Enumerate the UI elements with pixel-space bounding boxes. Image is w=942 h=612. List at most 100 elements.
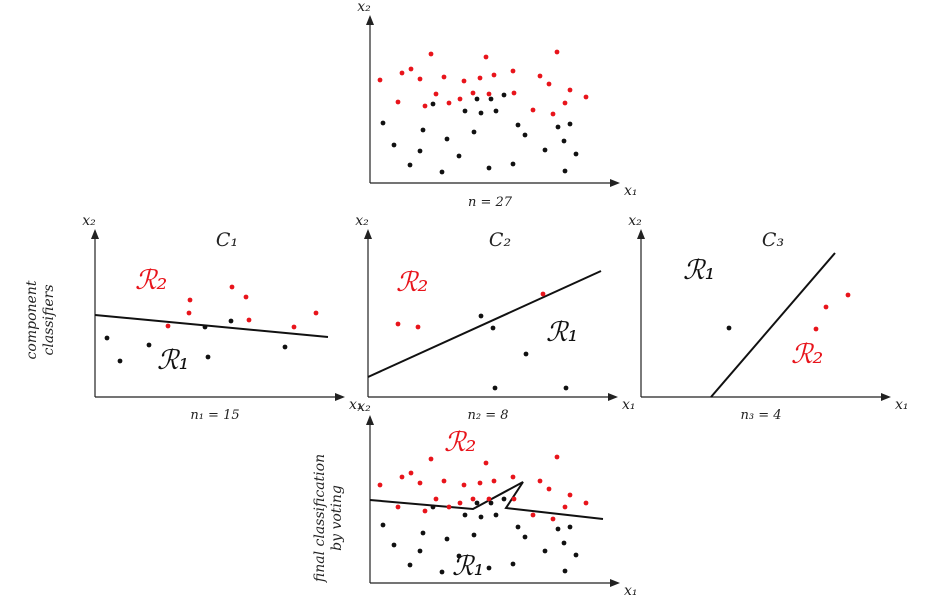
- side-label-component-line1: component: [24, 280, 40, 359]
- black-point: [417, 548, 423, 554]
- black-point: [228, 318, 234, 324]
- panel-title: C₁: [216, 229, 238, 251]
- black-point: [561, 138, 567, 144]
- black-point: [444, 136, 450, 142]
- red-point: [486, 496, 492, 502]
- red-point: [243, 294, 249, 300]
- red-point: [562, 504, 568, 510]
- panel-caption: n₂ = 8: [467, 408, 508, 423]
- black-point: [501, 496, 507, 502]
- region-label-r2: ℛ₂: [135, 265, 167, 296]
- red-point: [417, 480, 423, 486]
- red-point: [491, 478, 497, 484]
- red-point: [583, 500, 589, 506]
- black-point: [493, 108, 499, 114]
- y-axis-arrow: [637, 229, 645, 239]
- red-point: [395, 504, 401, 510]
- black-point: [562, 168, 568, 174]
- black-point: [444, 536, 450, 542]
- red-point: [537, 73, 543, 79]
- y-axis-label: x₂: [355, 213, 369, 229]
- red-point: [491, 72, 497, 78]
- black-point: [417, 148, 423, 154]
- black-point: [471, 532, 477, 538]
- black-point: [146, 342, 152, 348]
- black-point: [486, 165, 492, 171]
- black-point: [205, 354, 211, 360]
- y-axis-arrow: [364, 229, 372, 239]
- region-label-r2: ℛ₂: [444, 427, 476, 458]
- black-point: [567, 524, 573, 530]
- panel-title: C₃: [762, 229, 784, 251]
- red-point: [291, 324, 297, 330]
- red-point: [428, 51, 434, 57]
- panel-caption: n₁ = 15: [190, 408, 239, 423]
- black-point: [380, 120, 386, 126]
- red-point: [537, 478, 543, 484]
- x-axis-label: x₁: [895, 397, 909, 413]
- red-point: [446, 100, 452, 106]
- side-labels-layer: component classifiers final classificati…: [24, 280, 345, 583]
- x-axis-label: x₁: [624, 183, 638, 199]
- panel-data: x₂ x₁ n = 27: [357, 0, 637, 210]
- x-axis-label: x₁: [624, 583, 638, 599]
- black-point: [407, 162, 413, 168]
- decision-boundary: [369, 481, 604, 520]
- red-point: [457, 96, 463, 102]
- black-point: [573, 151, 579, 157]
- y-axis-arrow: [91, 229, 99, 239]
- red-point: [567, 87, 573, 93]
- panel-title: C₂: [489, 229, 511, 251]
- black-point: [420, 530, 426, 536]
- black-point: [488, 500, 494, 506]
- black-point: [462, 512, 468, 518]
- red-point: [377, 482, 383, 488]
- black-point: [490, 325, 496, 331]
- region-label-r2: ℛ₂: [791, 339, 823, 370]
- red-point: [417, 76, 423, 82]
- red-point: [461, 78, 467, 84]
- black-point: [573, 552, 579, 558]
- black-point: [104, 335, 110, 341]
- red-point: [813, 326, 819, 332]
- black-point: [523, 351, 529, 357]
- red-point: [399, 70, 405, 76]
- red-point: [483, 54, 489, 60]
- red-point: [395, 99, 401, 105]
- black-point: [407, 562, 413, 568]
- black-point: [501, 92, 507, 98]
- decision-boundary: [94, 314, 329, 338]
- red-point: [546, 486, 552, 492]
- red-point: [186, 310, 192, 316]
- red-point: [510, 474, 516, 480]
- region-label-r2: ℛ₂: [396, 267, 428, 298]
- black-point: [439, 569, 445, 575]
- black-point: [522, 534, 528, 540]
- y-axis-label: x₂: [357, 0, 371, 15]
- black-point: [492, 385, 498, 391]
- black-point: [522, 132, 528, 138]
- red-point: [446, 504, 452, 510]
- black-point: [726, 325, 732, 331]
- red-point: [550, 516, 556, 522]
- x-axis-label: x₁: [349, 397, 363, 413]
- black-point: [542, 548, 548, 554]
- red-point: [399, 474, 405, 480]
- black-point: [478, 313, 484, 319]
- region-label-r1: ℛ₁: [546, 317, 578, 348]
- red-point: [408, 470, 414, 476]
- red-point: [477, 480, 483, 486]
- red-point: [408, 66, 414, 72]
- y-axis-label: x₂: [357, 399, 371, 415]
- black-point: [515, 524, 521, 530]
- region-label-r1: ℛ₁: [157, 345, 189, 376]
- red-point: [845, 292, 851, 298]
- black-point: [493, 512, 499, 518]
- x-axis-label: x₁: [622, 397, 636, 413]
- red-point: [511, 90, 517, 96]
- red-point: [229, 284, 235, 290]
- decision-boundary: [710, 252, 836, 398]
- black-point: [471, 129, 477, 135]
